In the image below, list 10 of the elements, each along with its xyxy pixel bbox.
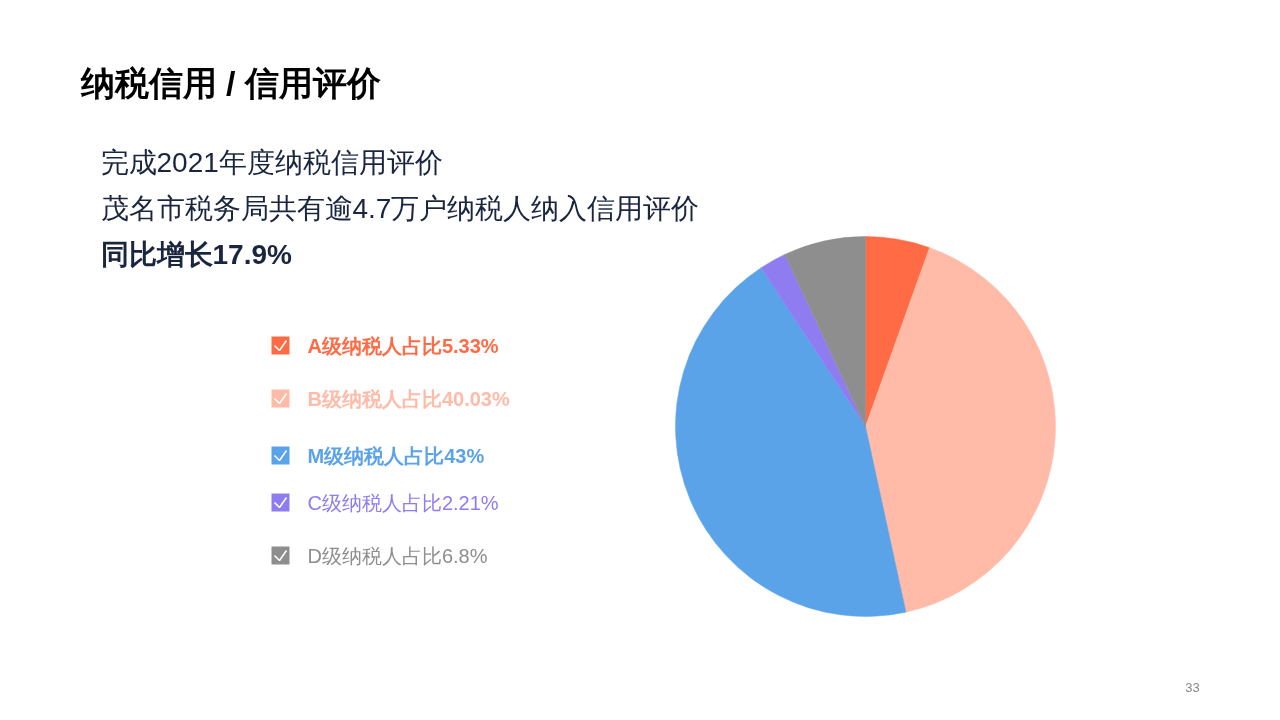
text: 同比增长17.9% bbox=[100, 239, 292, 270]
legend-label: A级纳税人占比5.33% bbox=[307, 334, 499, 357]
legend-label: B级纳税人占比40.03% bbox=[307, 387, 510, 410]
chart-title: 纳税信用 / 信用评价 bbox=[79, 63, 382, 102]
legend-label: C级纳税人占比2.21% bbox=[307, 491, 499, 514]
text: 33 bbox=[1185, 680, 1200, 695]
chart-subtitle: 完成2021年度纳税信用评价 bbox=[100, 147, 443, 178]
text: 茂名市税务局共有逾4.7万户纳税人纳入信用评价 bbox=[100, 193, 700, 224]
legend-label: D级纳税人占比6.8% bbox=[307, 544, 488, 567]
legend-label: M级纳税人占比43% bbox=[307, 444, 485, 467]
